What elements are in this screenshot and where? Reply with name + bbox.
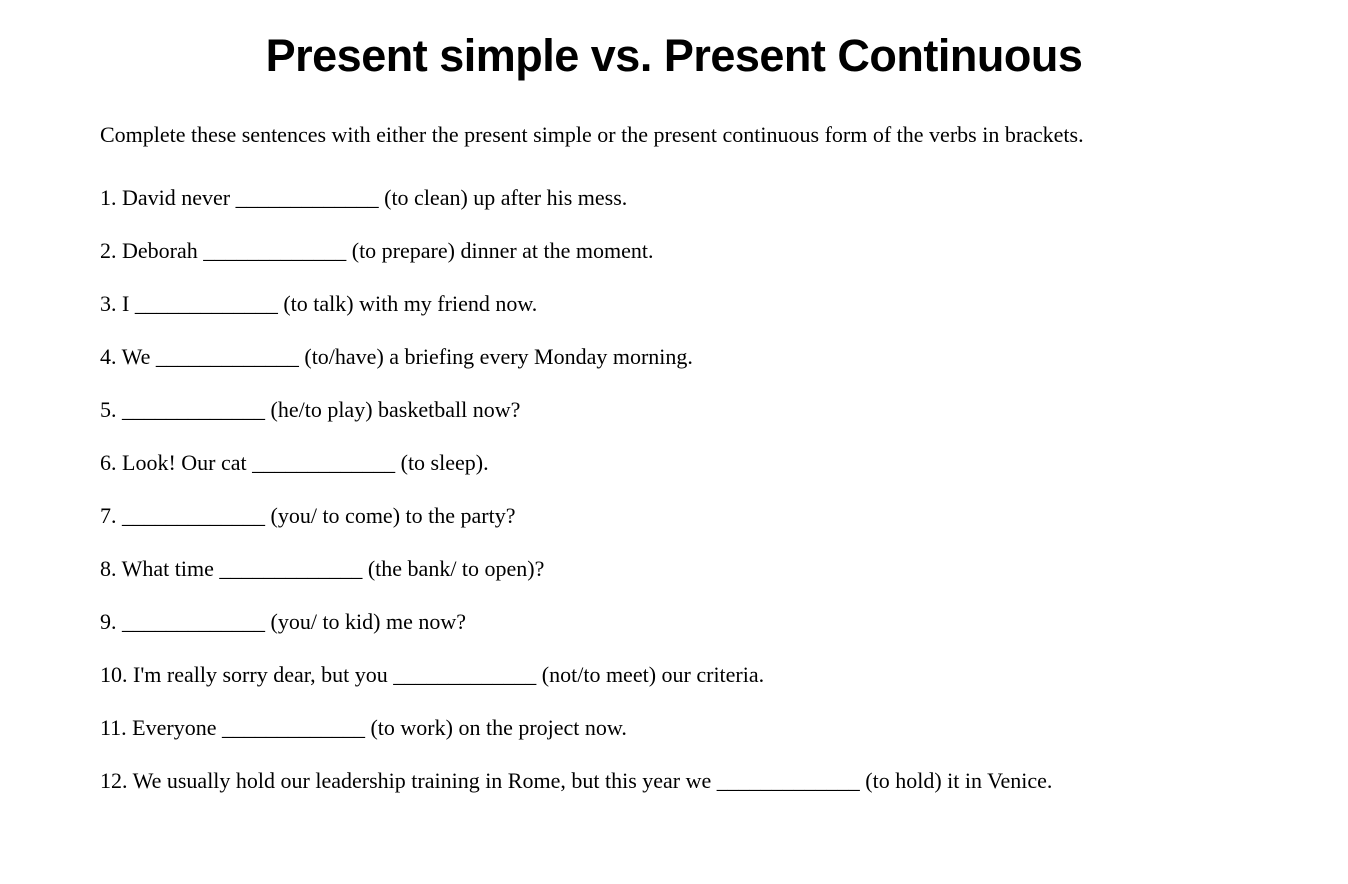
question-item: 11. Everyone _____________ (to work) on … xyxy=(100,711,1248,744)
question-list: 1. David never _____________ (to clean) … xyxy=(100,181,1248,797)
question-item: 2. Deborah _____________ (to prepare) di… xyxy=(100,234,1248,267)
question-item: 6. Look! Our cat _____________ (to sleep… xyxy=(100,446,1248,479)
question-item: 4. We _____________ (to/have) a briefing… xyxy=(100,340,1248,373)
question-item: 10. I'm really sorry dear, but you _____… xyxy=(100,658,1248,691)
question-item: 9. _____________ (you/ to kid) me now? xyxy=(100,605,1248,638)
question-item: 8. What time _____________ (the bank/ to… xyxy=(100,552,1248,585)
question-item: 1. David never _____________ (to clean) … xyxy=(100,181,1248,214)
worksheet-instructions: Complete these sentences with either the… xyxy=(100,120,1248,151)
question-item: 5. _____________ (he/to play) basketball… xyxy=(100,393,1248,426)
question-item: 7. _____________ (you/ to come) to the p… xyxy=(100,499,1248,532)
question-item: 12. We usually hold our leadership train… xyxy=(100,764,1248,797)
question-item: 3. I _____________ (to talk) with my fri… xyxy=(100,287,1248,320)
worksheet-title: Present simple vs. Present Continuous xyxy=(100,30,1248,82)
